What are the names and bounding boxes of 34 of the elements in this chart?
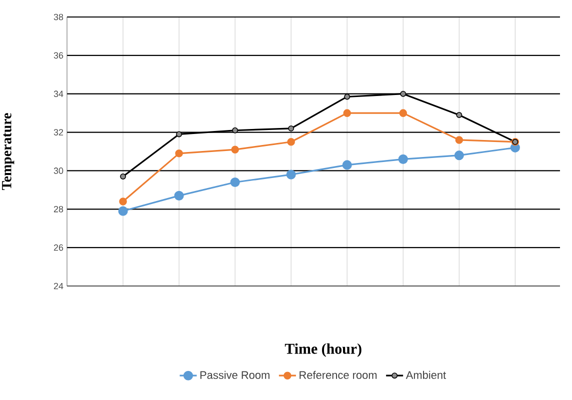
point [456,112,462,118]
point [342,160,352,170]
point [344,94,350,100]
y-tick-label: 30 [54,168,64,174]
point [455,136,464,144]
legend-label: Reference room [300,370,377,379]
x-axis-title: Time (hour) [284,343,362,357]
point [230,177,240,188]
point [118,206,128,216]
point [231,146,239,154]
point [454,150,464,160]
point [120,173,126,180]
point [286,170,296,180]
y-tick-label: 24 [54,282,64,290]
point [398,154,408,164]
point [176,131,182,138]
point [175,150,183,158]
y-tick-label: 26 [54,244,64,251]
point [174,190,184,200]
y-tick-label: 36 [54,52,64,59]
y-tick-label: 28 [54,206,64,212]
y-tick-label: 38 [54,14,64,20]
point [119,198,127,206]
legend-label: Ambient [406,370,446,379]
point [343,109,351,117]
legend-label: Passive Room [200,370,270,379]
point [400,90,406,97]
point [287,138,295,146]
point [232,127,238,134]
y-axis-title: Temperature [2,113,14,190]
point [288,125,294,132]
y-tick-label: 34 [54,90,64,98]
point [399,109,408,117]
y-tick-label: 32 [54,129,64,136]
